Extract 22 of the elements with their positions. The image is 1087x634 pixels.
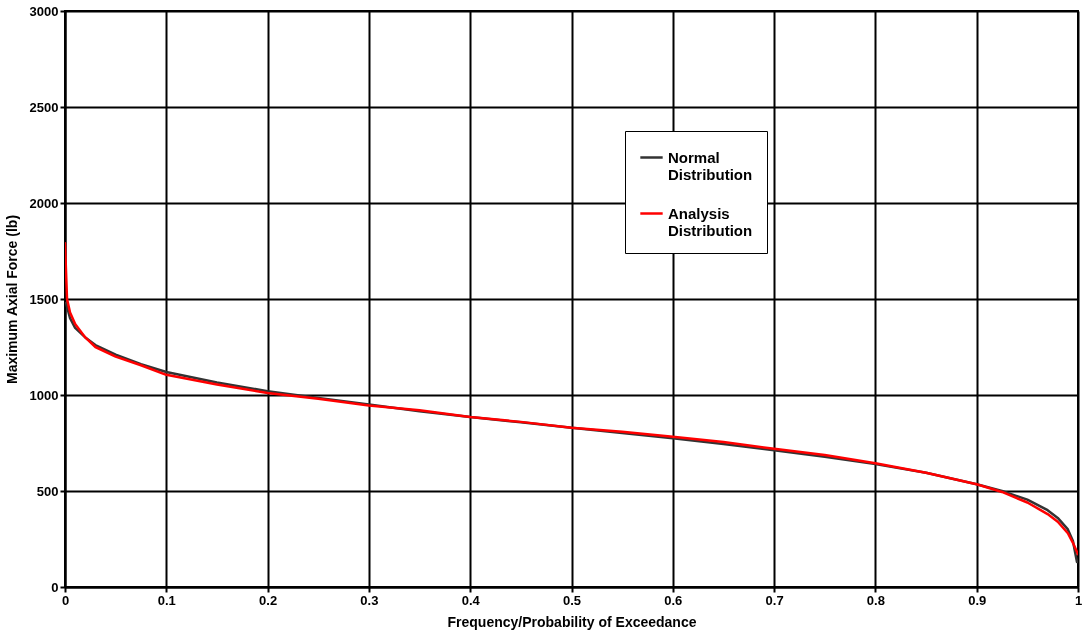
x-tick-label: 0.4 bbox=[461, 592, 481, 608]
x-tick-label: 0 bbox=[61, 592, 70, 608]
legend-label: Normal Distribution bbox=[668, 148, 753, 183]
y-tick-label: 500 bbox=[36, 483, 59, 499]
x-tick-label: 0.7 bbox=[765, 592, 784, 608]
x-tick-label: 0.6 bbox=[664, 592, 683, 608]
y-tick-label: 2500 bbox=[29, 99, 59, 115]
y-tick-label: 2000 bbox=[29, 195, 59, 211]
x-tick-label: 0.8 bbox=[866, 592, 885, 608]
y-tick-label: 3000 bbox=[29, 3, 59, 19]
x-tick-label: 0.5 bbox=[562, 592, 582, 608]
x-tick-label: 0.9 bbox=[968, 592, 987, 608]
x-tick-label: 0.2 bbox=[259, 592, 278, 608]
x-tick-label: 0.1 bbox=[157, 592, 176, 608]
legend-label: Analysis Distribution bbox=[668, 204, 753, 239]
y-tick-label: 0 bbox=[51, 579, 59, 595]
x-tick-label: 1 bbox=[1074, 592, 1083, 608]
y-tick-label: 1000 bbox=[29, 387, 59, 403]
y-tick-label: 1500 bbox=[29, 291, 59, 307]
x-axis-title: Frequency/Probability of Exceedance bbox=[447, 613, 697, 630]
y-axis-title: Maximum Axial Force (lb) bbox=[3, 214, 20, 385]
x-tick-label: 0.3 bbox=[360, 592, 379, 608]
